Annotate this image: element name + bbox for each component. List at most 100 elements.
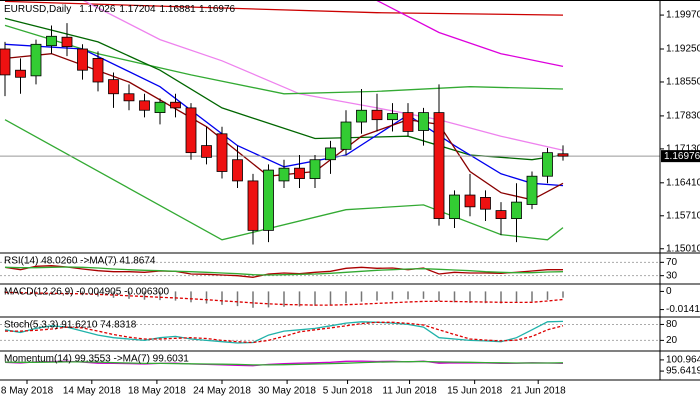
histogram-bar	[205, 291, 208, 304]
x-tick-label: 30 May 2018	[258, 386, 316, 397]
series-line	[4, 17, 564, 161]
x-tick-label: 15 Jun 2018	[447, 386, 502, 397]
candle-body	[201, 145, 212, 158]
y-tick-label: 80	[666, 319, 678, 330]
series-line	[5, 321, 564, 344]
candle-body	[263, 169, 274, 231]
candle-body	[325, 147, 336, 161]
candle-body	[542, 152, 553, 177]
chart-header: EURUSD,Daily 1.17026 1.17204 1.16881 1.16976	[4, 4, 236, 15]
y-tick-label: 0	[666, 286, 672, 297]
candle-body	[154, 101, 166, 114]
candle-body	[526, 175, 538, 205]
symbol: EURUSD,Daily	[4, 4, 71, 15]
series-line	[4, 320, 564, 344]
candle-body	[92, 58, 104, 83]
histogram-bar	[469, 291, 471, 303]
candle-body	[557, 153, 569, 157]
series-line	[4, 291, 564, 306]
candle-body	[247, 180, 259, 231]
candle-body	[0, 48, 11, 76]
high: 1.17204	[119, 4, 156, 15]
histogram-bar	[267, 291, 270, 308]
candle-body	[294, 167, 305, 179]
histogram-bar	[515, 291, 518, 303]
y-tick-label: 1.19250	[666, 44, 700, 55]
histogram-bar	[391, 291, 394, 300]
low: 1.16881	[160, 4, 197, 15]
histogram-bar	[298, 291, 301, 307]
histogram-bar	[407, 291, 409, 300]
candle-body	[418, 112, 429, 131]
candle-body	[77, 48, 88, 71]
x-tick-label: 5 Jun 2018	[323, 386, 373, 397]
marks	[0, 0, 660, 367]
candle-body	[123, 93, 135, 102]
y-tick-label: 30	[666, 270, 678, 281]
y-tick-label: 1.15010	[666, 243, 700, 254]
candle-body	[511, 201, 522, 220]
candle-body	[464, 194, 476, 208]
open: 1.17026	[79, 4, 116, 15]
candle-body	[15, 69, 26, 78]
series-line	[4, 0, 564, 16]
candle-body	[449, 194, 460, 220]
candle-body	[278, 167, 290, 182]
histogram-bar	[500, 291, 502, 304]
candle-body	[232, 159, 243, 182]
histogram-bar	[190, 291, 192, 303]
candle-body	[170, 101, 181, 109]
histogram-bar	[314, 291, 316, 306]
x-tick-label: 11 Jun 2018	[382, 386, 437, 397]
y-tick-label: 1.19970	[666, 10, 700, 21]
histogram-bar	[422, 291, 425, 299]
x-tick-label: 18 May 2018	[128, 386, 186, 397]
series-line	[4, 119, 564, 241]
y-tick-label: 20	[666, 335, 678, 346]
histogram-bar	[128, 291, 130, 299]
y-tick-label: 1.18550	[666, 77, 700, 88]
series-line	[4, 360, 564, 366]
histogram-bar	[143, 291, 146, 300]
histogram-bar	[159, 291, 161, 301]
y-tick-label: 70	[666, 257, 678, 268]
histogram-bar	[453, 291, 456, 303]
x-tick-label: 21 Jun 2018	[511, 386, 566, 397]
candle-body	[185, 107, 197, 154]
candle-body	[309, 159, 321, 179]
series-line	[4, 265, 563, 278]
histogram-bar	[66, 291, 68, 295]
histogram-bar	[329, 291, 332, 305]
y-tick-label: -0.014194	[666, 304, 700, 315]
series-line	[4, 53, 564, 201]
candle-body	[480, 197, 491, 210]
panel-label: Stoch(5,3,3) 91.6210 74.8318	[4, 320, 137, 331]
histogram-bar	[531, 291, 533, 302]
histogram-bar	[360, 291, 363, 302]
histogram-bar	[236, 291, 239, 307]
histogram-bar	[438, 291, 440, 302]
y-tick-label: 1.15710	[666, 210, 700, 221]
x-tick-label: 24 May 2018	[193, 386, 251, 397]
y-tick-label: 95.6419	[666, 366, 700, 377]
histogram-bar	[112, 291, 115, 298]
histogram-bar	[221, 291, 223, 305]
candle-body	[402, 112, 414, 132]
candle-body	[340, 121, 352, 150]
candle-body	[30, 43, 42, 77]
series-line	[4, 266, 564, 276]
panel-label: RSI(14) 48.0260 ->MA(7) 41.8674	[4, 256, 156, 267]
histogram-bar	[283, 291, 285, 307]
histogram-bar	[562, 291, 564, 298]
x-tick-label: 8 May 2018	[1, 386, 54, 397]
histogram-bar	[376, 291, 378, 301]
histogram-bar	[484, 291, 487, 304]
x-tick-label: 14 May 2018	[63, 386, 121, 397]
histogram-bar	[174, 291, 177, 301]
y-tick-label: 100.9647	[666, 355, 700, 366]
series-line	[376, 0, 564, 68]
histogram-bar	[546, 291, 549, 300]
histogram-bar	[97, 291, 99, 297]
candle-body	[61, 36, 73, 48]
